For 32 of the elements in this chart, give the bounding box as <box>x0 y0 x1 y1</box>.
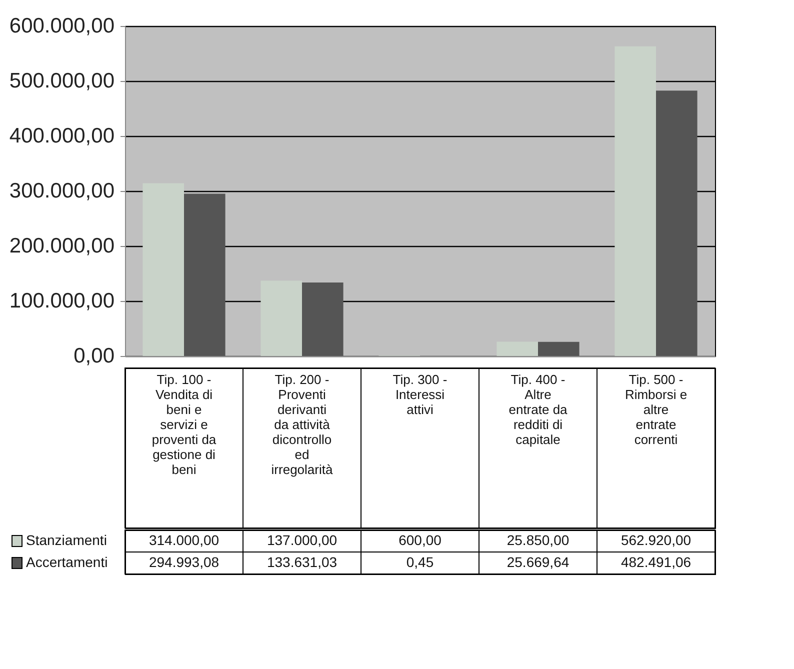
y-tick-label: 400.000,00 <box>9 124 114 148</box>
bar <box>142 183 184 356</box>
legend-label: Accertamenti <box>26 554 108 570</box>
bar <box>184 194 226 356</box>
y-tick-label: 200.000,00 <box>9 234 114 258</box>
y-tick-label: 500.000,00 <box>9 70 114 92</box>
bar <box>538 342 580 356</box>
y-tick-label: 0,00 <box>74 344 114 368</box>
data-label: 562.920,00 <box>620 532 692 548</box>
x-tick-label: Tip. 300 - Interessi attivi <box>392 372 448 417</box>
legend-label: Stanziamenti <box>26 532 107 548</box>
bar <box>260 280 302 356</box>
y-tick-label: 600.000,00 <box>9 14 114 38</box>
bar <box>614 46 656 356</box>
x-tick-label: Tip. 500 - Rimborsi e altre entrate correnti <box>624 372 688 447</box>
data-label: 294.993,08 <box>148 554 220 570</box>
x-tick-label: Tip. 100 - Vendita di beni e servizi e proventi da gestione di beni <box>152 372 217 477</box>
data-label: 133.631,03 <box>266 554 338 570</box>
data-label: 600,00 <box>398 532 442 548</box>
data-label: 25.850,00 <box>506 532 570 548</box>
bar <box>656 90 698 356</box>
bar <box>496 342 538 356</box>
bar <box>302 282 344 356</box>
data-label: 0,45 <box>406 554 434 570</box>
data-label: 137.000,00 <box>266 532 338 548</box>
data-label: 314.000,00 <box>148 532 220 548</box>
data-label: 482.491,06 <box>620 554 692 570</box>
y-tick-label: 300.000,00 <box>9 180 114 202</box>
y-tick-label: 100.000,00 <box>9 290 114 312</box>
x-tick-label: Tip. 200 - Proventi derivanti da attività dicontrollo ed irregolarità <box>271 372 334 477</box>
x-tick-label: Tip. 400 - Altre entrate da redditi di capitale <box>508 372 568 447</box>
data-label: 25.669,64 <box>506 554 570 570</box>
